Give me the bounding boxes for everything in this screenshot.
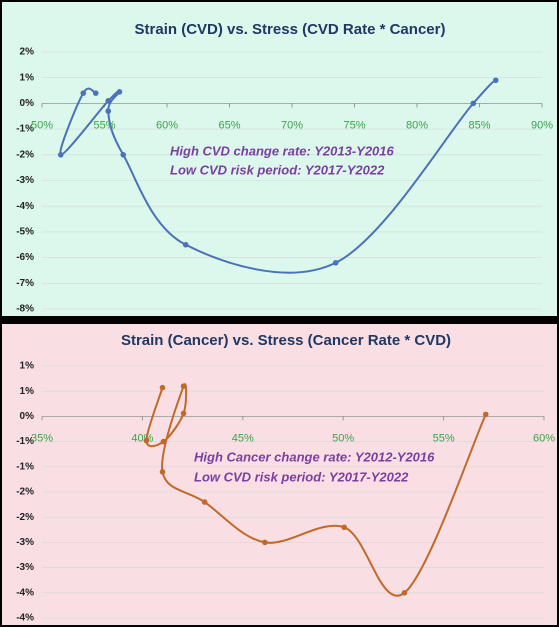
y-tick-label: 0%: [20, 411, 35, 422]
x-tick-label: 90%: [531, 119, 553, 131]
annotation: High Cancer change rate: Y2012-Y2016: [194, 449, 435, 464]
annotation: Low CVD risk period: Y2017-Y2022: [194, 469, 409, 484]
x-tick-label: 50%: [31, 119, 53, 131]
x-tick-label: 60%: [156, 119, 178, 131]
x-tick-label: 40%: [131, 432, 153, 444]
data-point: [120, 152, 127, 158]
y-tick-label: 1%: [20, 386, 35, 397]
x-tick-label: 55%: [93, 119, 115, 131]
x-tick-label: 85%: [468, 119, 490, 131]
y-tick-label: -7%: [16, 278, 34, 289]
x-tick-label: 50%: [332, 432, 354, 444]
y-tick-label: -6%: [16, 252, 34, 263]
y-tick-label: -1%: [16, 124, 34, 135]
y-tick-label: -3%: [16, 537, 34, 548]
data-point: [470, 100, 477, 107]
y-tick-label: -1%: [16, 436, 34, 447]
data-point: [105, 98, 112, 104]
x-tick-label: 35%: [31, 432, 53, 444]
data-point: [105, 108, 112, 114]
y-tick-label: -3%: [16, 562, 34, 573]
y-tick-label: -8%: [16, 304, 34, 315]
x-tick-label: 70%: [281, 119, 303, 131]
chart-title: Strain (CVD) vs. Stress (CVD Rate * Canc…: [135, 21, 446, 38]
data-point: [160, 438, 167, 445]
annotation: Low CVD risk period: Y2017-Y2022: [170, 162, 385, 177]
y-tick-label: -4%: [16, 201, 34, 212]
data-point: [57, 152, 64, 158]
y-tick-label: 1%: [20, 361, 35, 372]
data-point: [159, 469, 166, 475]
x-tick-label: 80%: [406, 119, 428, 131]
annotation: High CVD change rate: Y2013-Y2016: [170, 143, 395, 158]
y-tick-label: 0%: [20, 98, 35, 109]
data-point: [180, 410, 187, 417]
x-tick-label: 55%: [433, 432, 455, 444]
data-point: [180, 383, 187, 389]
data-point: [116, 89, 123, 95]
data-point: [492, 77, 499, 84]
y-tick-label: 2%: [20, 47, 35, 58]
data-point: [80, 90, 87, 96]
chart-title: Strain (Cancer) vs. Stress (Cancer Rate …: [121, 332, 451, 349]
x-tick-label: 45%: [232, 432, 254, 444]
data-point: [143, 437, 150, 444]
x-tick-label: 75%: [343, 119, 365, 131]
y-tick-label: -3%: [16, 175, 34, 186]
x-tick-label: 65%: [218, 119, 240, 131]
data-point: [262, 539, 268, 546]
y-tick-label: -2%: [16, 512, 34, 523]
data-point: [201, 499, 208, 505]
y-tick-label: -5%: [16, 227, 34, 238]
data-point: [341, 524, 348, 531]
data-point: [332, 259, 339, 266]
y-tick-label: -4%: [16, 587, 34, 598]
x-tick-label: 60%: [533, 432, 555, 444]
y-tick-label: -2%: [16, 149, 34, 160]
chart-background: [2, 2, 557, 316]
data-point: [159, 384, 166, 391]
data-point: [401, 590, 408, 596]
y-tick-label: -2%: [16, 487, 34, 498]
y-tick-label: -4%: [16, 613, 34, 624]
data-point: [182, 241, 189, 248]
y-tick-label: 1%: [20, 72, 35, 83]
data-point: [92, 90, 99, 96]
chart-background: [2, 324, 557, 625]
y-tick-label: -1%: [16, 461, 34, 472]
data-point: [482, 411, 489, 418]
